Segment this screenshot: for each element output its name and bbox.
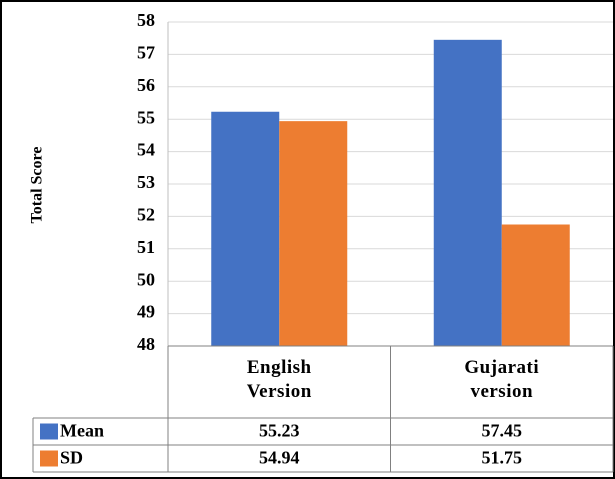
legend-label: SD xyxy=(60,448,83,468)
y-axis-label: Total Score xyxy=(29,147,46,224)
table-value: 55.23 xyxy=(259,421,300,441)
legend-key xyxy=(40,450,58,467)
bar xyxy=(279,121,348,346)
bar xyxy=(501,224,570,346)
table-value: 57.45 xyxy=(482,421,523,441)
y-tick-label: 54 xyxy=(137,140,155,160)
x-tick-label: English Version xyxy=(246,357,312,402)
y-tick-label: 57 xyxy=(137,43,155,63)
bar xyxy=(433,39,502,346)
y-tick-label: 50 xyxy=(137,269,155,289)
table-value: 54.94 xyxy=(259,448,300,468)
y-tick-label: 52 xyxy=(137,205,155,225)
y-tick-label: 51 xyxy=(137,237,155,257)
y-tick-label: 49 xyxy=(137,302,155,322)
x-tick-label: Gujarati version xyxy=(464,357,540,402)
legend-key xyxy=(40,423,58,440)
y-tick-label: 48 xyxy=(137,334,155,354)
y-tick-label: 55 xyxy=(137,107,155,127)
table-value: 51.75 xyxy=(482,448,523,468)
y-tick-label: 58 xyxy=(137,10,155,30)
y-tick-label: 53 xyxy=(137,172,155,192)
legend-label: Mean xyxy=(60,421,104,441)
bar xyxy=(211,111,280,346)
y-tick-label: 56 xyxy=(137,75,155,95)
